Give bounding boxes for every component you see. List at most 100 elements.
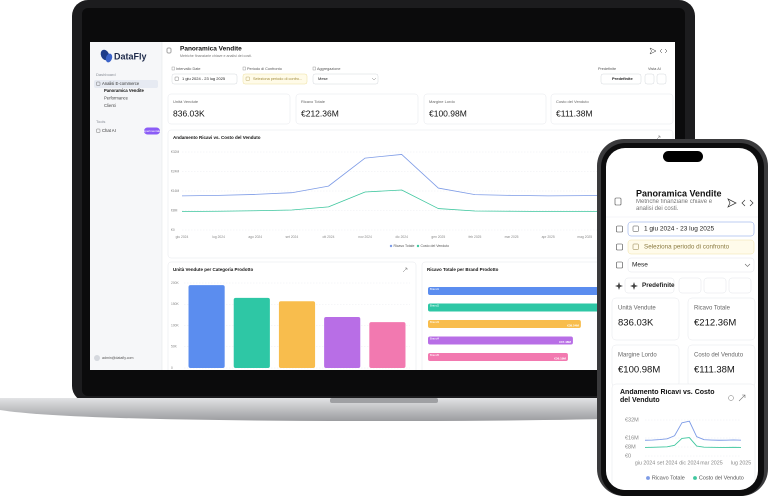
page-subtitle: Metriche finanziarie chiave e analisi de… xyxy=(180,54,252,58)
date-input xyxy=(627,221,755,237)
kpi-label: Costo del Venduto xyxy=(556,99,589,104)
x-tick-label: feb 2025 xyxy=(469,235,482,239)
preset-button[interactable] xyxy=(624,277,675,294)
date-value: 1 giu 2024 - 23 lug 2025 xyxy=(182,76,226,81)
kpi-card xyxy=(687,297,756,341)
date-value: 1 giu 2024 - 23 lug 2025 xyxy=(644,226,714,233)
chart-title: Andamento Ricavi vs. Costo del Venduto xyxy=(620,389,715,405)
page-title: Panoramica Vendite xyxy=(636,188,722,198)
agg-select xyxy=(627,257,755,273)
legend-label: Ricavo Totale xyxy=(393,244,414,248)
calendar-icon xyxy=(174,76,179,81)
sparkle-icon xyxy=(615,282,623,290)
kpi-label: Unità Vendute xyxy=(173,99,199,104)
agg-value: Mese xyxy=(318,76,329,81)
y-tick-label: €24M xyxy=(171,169,180,173)
x-tick-label: lug 2025 xyxy=(731,460,751,466)
y-tick-label: €32M xyxy=(625,417,639,423)
preset-button[interactable] xyxy=(600,73,642,85)
row-icon xyxy=(616,225,623,233)
x-tick-label: dic 2024 xyxy=(679,460,699,466)
kpi-label: Ricavo Totale xyxy=(694,306,731,312)
label: Predefinite xyxy=(598,67,616,71)
value-label: €39.54M xyxy=(567,323,579,327)
kpi-value: €212.36M xyxy=(694,318,736,329)
kpi-value: €111.38M xyxy=(694,365,735,376)
filter-icon xyxy=(171,66,175,71)
kpi-card xyxy=(167,93,291,125)
x-tick-label: mag 2025 xyxy=(577,235,592,239)
x-tick-label: set 2024 xyxy=(286,235,299,239)
nav-group: Analisi E-commerce xyxy=(102,81,140,86)
kpi-value: €100.98M xyxy=(618,365,660,376)
label: Aggregazione xyxy=(317,67,340,71)
y-tick-label: 0 xyxy=(171,366,173,370)
legend-label: Costo del Venduto xyxy=(699,475,744,481)
y-tick-label: €8M xyxy=(171,208,178,212)
section-label: Dashboard xyxy=(96,72,116,77)
calendar-icon xyxy=(632,243,639,250)
kpi-value: 836.03K xyxy=(173,108,205,118)
x-tick-label: ago 2024 xyxy=(248,235,262,239)
bar-category: Brand5 xyxy=(430,353,439,357)
legend-swatch xyxy=(646,476,650,480)
y-tick-label: €16M xyxy=(625,435,639,441)
calendar-icon xyxy=(632,225,639,232)
chart-title: Andamento Ricavi vs. Costo del Venduto xyxy=(620,389,715,405)
agg-value: Mese xyxy=(632,262,648,269)
bar-category: Brand3 xyxy=(430,320,439,324)
kpi-card xyxy=(611,297,680,341)
kpi-value: €100.98M xyxy=(429,108,467,118)
chevron xyxy=(744,263,751,267)
toggle-icon xyxy=(614,197,622,206)
x-tick-label: mar 2025 xyxy=(505,235,519,239)
nav-icon xyxy=(96,128,101,133)
y-tick-label: €0 xyxy=(625,453,631,459)
nav-icon xyxy=(96,81,101,86)
send-icon xyxy=(649,47,657,55)
compare-input xyxy=(627,239,755,255)
compare-input xyxy=(242,73,308,85)
icon-button xyxy=(656,73,667,85)
compare-value: Seleziona periodo di confronto xyxy=(644,244,730,251)
bar xyxy=(278,301,316,368)
legend-label: Costo del Venduto xyxy=(420,244,449,248)
bar xyxy=(369,322,406,368)
code-icon xyxy=(741,199,754,207)
chevron xyxy=(371,77,377,81)
bar xyxy=(233,297,270,368)
x-tick-label: mar 2025 xyxy=(700,460,722,466)
kpi-label: Margine Lordo xyxy=(618,353,657,359)
chart-title: Ricavo Totale per Brand Prodotto xyxy=(427,267,499,272)
y-tick-label: 150K xyxy=(171,302,180,306)
value-label: €37.48M xyxy=(559,340,571,344)
icon-button xyxy=(703,277,727,294)
x-tick-label: ott 2024 xyxy=(323,235,335,239)
bar xyxy=(428,336,573,345)
laptop-notch xyxy=(330,398,438,403)
series-line xyxy=(181,189,659,212)
bar-category: Brand2 xyxy=(430,304,439,308)
x-tick-label: giu 2024 xyxy=(635,460,655,466)
bar xyxy=(324,317,361,368)
bar xyxy=(428,353,568,361)
info-icon xyxy=(728,395,734,401)
icon-button xyxy=(644,73,655,85)
kpi-value: 836.03K xyxy=(618,318,654,329)
page-title: Panoramica Vendite xyxy=(180,46,242,53)
label: Vista AI xyxy=(648,67,661,71)
badge-text: Sperimentale xyxy=(143,129,161,133)
kpi-card xyxy=(423,93,547,125)
date-input xyxy=(171,73,238,85)
logo-wing xyxy=(105,53,113,63)
logo: DataFly xyxy=(114,51,147,61)
series-line xyxy=(181,154,659,197)
icon-button xyxy=(728,277,752,294)
x-tick-label: dic 2024 xyxy=(395,235,408,239)
kpi-value: €111.38M xyxy=(556,108,593,118)
legend-swatch xyxy=(416,244,420,248)
series-line xyxy=(644,437,742,448)
icon-button xyxy=(678,277,702,294)
